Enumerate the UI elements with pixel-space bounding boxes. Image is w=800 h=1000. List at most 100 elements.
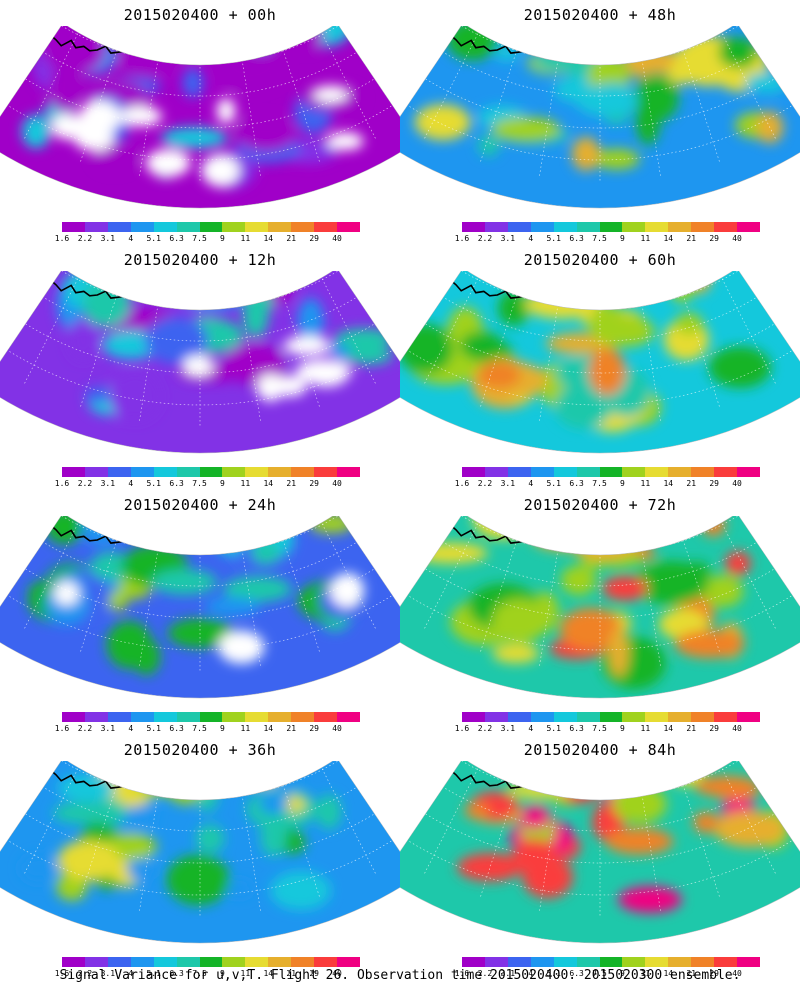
colorbar-label: 9 (220, 479, 225, 488)
colorbar-segment (337, 712, 360, 722)
colorbar-segment (737, 957, 760, 967)
colorbar-label: 2.2 (477, 234, 493, 243)
colorbar-segment (553, 957, 577, 967)
colorbar (62, 467, 360, 477)
colorbar-label: 29 (709, 234, 719, 243)
variance-blob (497, 290, 530, 326)
variance-blob (236, 41, 267, 64)
variance-blob (58, 774, 116, 802)
colorbar-segment (507, 957, 531, 967)
missing-data-patch (256, 373, 284, 402)
forecast-panel: 2015020400 + 48h 1.6 2.2 3.1 4 5.1 6.3 7.5 9 11 14… (400, 0, 800, 245)
colorbar-segment (268, 467, 292, 477)
colorbar-segment (153, 467, 177, 477)
colorbar-label: 14 (263, 234, 274, 243)
colorbar-segment (130, 712, 154, 722)
panel-title: 2015020400 + 60h (523, 251, 677, 269)
colorbar-label: 11 (640, 969, 651, 978)
variance-blob (618, 886, 682, 914)
colorbar-segment (62, 957, 85, 967)
colorbar-segment (245, 712, 269, 722)
colorbar-label: 1.6 (54, 479, 70, 488)
colorbar-labels: 1.6 2.2 3.1 4 5.1 6.3 7.5 9 11 14 21 29 40 (54, 724, 364, 734)
variance-blob (90, 552, 134, 581)
colorbar (62, 957, 360, 967)
colorbar-label: 1.6 (454, 479, 470, 488)
colorbar-segment (484, 467, 508, 477)
colorbar-label: 6.3 (569, 724, 584, 733)
variance-blob (251, 542, 281, 565)
colorbar-segment (691, 222, 715, 232)
variance-blob (520, 804, 551, 830)
colorbar-segment (62, 467, 85, 477)
colorbar-segment (622, 957, 646, 967)
variance-blob (675, 312, 703, 335)
variance-blob (346, 345, 393, 365)
variance-blob (708, 346, 772, 389)
variance-blob (225, 880, 253, 897)
variance-blob (117, 42, 174, 77)
colorbar-label: 14 (263, 479, 274, 488)
variance-blob (136, 776, 213, 797)
colorbar-label: 11 (640, 724, 651, 733)
variance-blob (215, 521, 245, 556)
colorbar-label: 3.1 (100, 479, 116, 488)
colorbar-label: 4 (528, 234, 534, 243)
colorbar-segment (599, 222, 623, 232)
colorbar-label: 11 (240, 234, 251, 243)
colorbar-label: 11 (640, 234, 651, 243)
colorbar-label: 9 (220, 969, 225, 978)
colorbar-label: 29 (709, 479, 719, 488)
variance-blob (260, 815, 287, 857)
colorbar-segment (530, 222, 554, 232)
colorbar-label: 2.2 (77, 479, 93, 488)
colorbar-segment (622, 467, 646, 477)
variance-blob (607, 828, 670, 846)
colorbar-label: 7.5 (592, 724, 607, 733)
panel-title: 2015020400 + 72h (523, 496, 677, 514)
colorbar-label: 4 (128, 724, 134, 733)
colorbar-segment (645, 712, 669, 722)
colorbar-segment (507, 712, 531, 722)
colorbar-segment (462, 957, 485, 967)
colorbar-segment (691, 712, 715, 722)
colorbar-label: 21 (286, 479, 297, 488)
missing-data-patch (283, 336, 331, 356)
colorbar-label: 5.1 (146, 724, 161, 733)
variance-map (400, 516, 800, 699)
variance-blob (247, 36, 274, 53)
colorbar-segment (553, 222, 577, 232)
colorbar-segment (314, 222, 338, 232)
variance-blob (602, 575, 648, 601)
colorbar-segment (507, 222, 531, 232)
colorbar-label: 7.5 (592, 969, 607, 978)
variance-blob (491, 598, 549, 643)
colorbar-segment (130, 467, 154, 477)
colorbar-segment (107, 467, 131, 477)
colorbar-segment (268, 957, 292, 967)
variance-blob (589, 302, 624, 345)
colorbar-segment (337, 467, 360, 477)
colorbar-label: 14 (263, 724, 274, 733)
colorbar-label: 3.1 (100, 969, 116, 978)
colorbar-label: 3.1 (100, 234, 116, 243)
colorbar-segment (199, 467, 223, 477)
variance-blob (166, 854, 230, 906)
colorbar-label: 9 (620, 969, 625, 978)
colorbar-segment (314, 957, 338, 967)
variance-blob (492, 643, 540, 664)
colorbar-label: 7.5 (192, 479, 207, 488)
colorbar-label: 40 (332, 724, 342, 733)
colorbar-segment (462, 222, 485, 232)
colorbar-segment (153, 957, 177, 967)
colorbar-labels: 1.6 2.2 3.1 4 5.1 6.3 7.5 9 11 14 21 29 40 (454, 969, 764, 979)
colorbar-segment (107, 957, 131, 967)
variance-blob (270, 871, 331, 910)
colorbar-segment (530, 957, 554, 967)
colorbar-label: 21 (686, 724, 697, 733)
colorbar-segment (62, 712, 85, 722)
panel-title: 2015020400 + 36h (123, 741, 277, 759)
colorbar-segment (530, 712, 554, 722)
colorbar-label: 7.5 (192, 969, 207, 978)
colorbar-segment (484, 712, 508, 722)
